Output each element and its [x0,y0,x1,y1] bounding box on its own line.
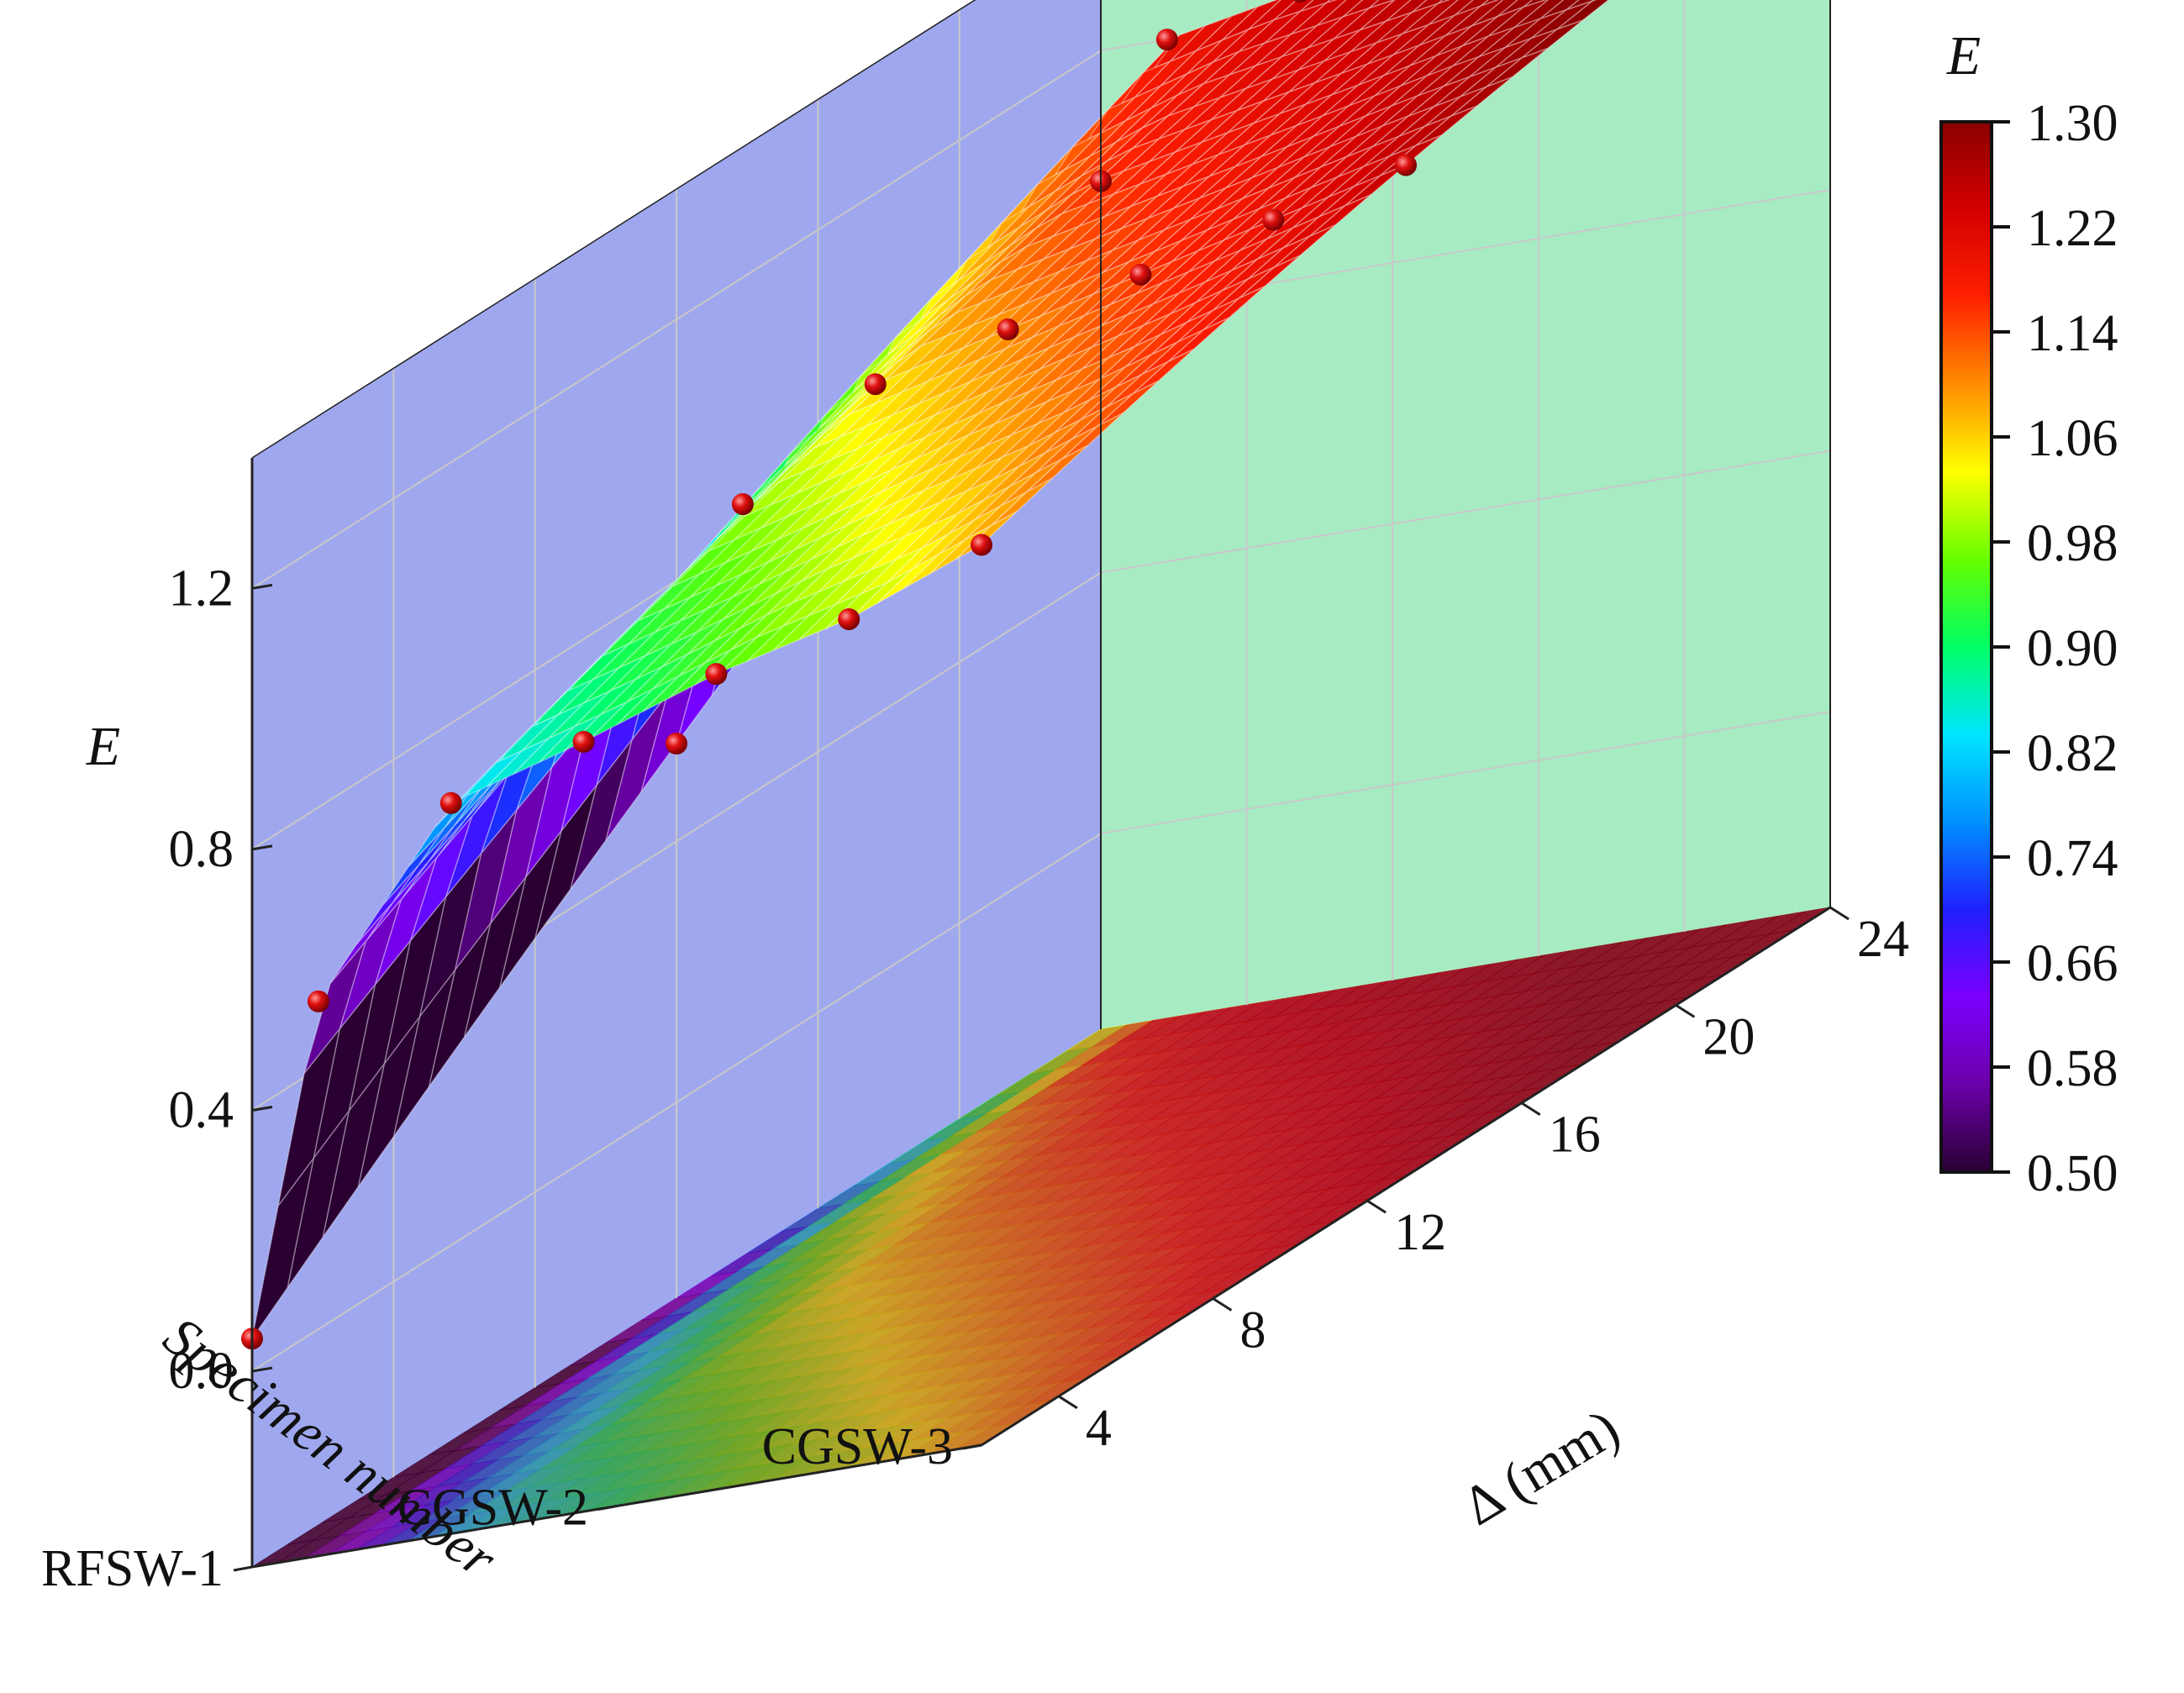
x-tick-label: 8 [1239,1301,1266,1359]
y-tick-mark [962,1443,982,1450]
z-tick-label: 0.0 [169,1343,234,1400]
z-tick-label: 1.2 [169,560,234,617]
colorbar-tick-label: 0.90 [2027,620,2118,677]
data-point [1395,154,1417,176]
colorbar-tick-label: 1.30 [2027,95,2118,152]
surface-cell [1480,0,1500,8]
back-wall-gridline [251,833,1102,1372]
colorbar-tick-label: 0.50 [2027,1145,2118,1202]
colorbar-ramp [1939,120,1993,1174]
surface-cell [876,554,939,604]
colorbar-tick-label: 1.22 [2027,200,2118,257]
surface-cell [1592,0,1597,3]
x-axis-title: Δ (mm) [1453,1397,1630,1538]
data-markers [241,0,1417,1350]
colorbar-tick-label: 0.74 [2027,830,2118,887]
z-tick-mark [251,1105,273,1112]
x-tick-label: 16 [1549,1107,1601,1164]
x-tick-mark [1212,1297,1233,1312]
data-point [997,318,1019,341]
data-point [666,733,687,754]
surface-cell [850,568,913,619]
x-axis: 4 8 12 16 20 24 [1058,906,1909,1457]
y-tick-label: CGSW-2 [397,1480,588,1537]
x-tick-mark [1520,1102,1541,1116]
data-point [864,373,887,396]
y-tick-mark [233,1565,253,1572]
colorbar-tick-label: 0.66 [2027,935,2118,992]
data-point [572,730,595,753]
surface-cell [642,662,705,712]
frame-edge [251,0,976,459]
x-tick-label: 24 [1857,911,1909,968]
surface-cell [798,593,861,641]
data-point [731,493,754,516]
colorbar-tick-label: 0.58 [2027,1040,2118,1097]
side-wall-gridline [1100,450,1831,574]
x-tick-mark [1829,906,1850,921]
x-tick-mark [1675,1004,1696,1018]
colorbar-tick-label: 0.82 [2027,725,2118,782]
x-tick-mark [1366,1199,1387,1214]
surface-cell [303,941,366,1075]
x-tick-mark [1058,1395,1078,1410]
z-tick-label: 0.8 [169,821,234,878]
colorbar-tick-label: 1.14 [2027,305,2118,362]
data-point [838,607,860,630]
floor-projection [251,907,1831,1568]
y-tick-label: RFSW-1 [41,1540,224,1597]
back-wall-gridline [251,50,1102,590]
z-axis-title: E [86,716,120,777]
surface-cell [1368,0,1396,9]
z-tick-mark [251,583,273,590]
surface-cell [251,1158,314,1339]
z-tick-mark [251,1366,273,1373]
y-tick-label: CGSW-3 [762,1418,953,1475]
data-point [439,791,462,814]
colorbar-tick-label: 0.98 [2027,515,2118,572]
surface-cell [1523,0,1548,8]
surface-cell [903,539,966,590]
colorbar-title: E [1946,25,1981,87]
frame-edge [981,906,1831,1447]
x-tick-label: 4 [1086,1400,1112,1457]
x-tick-label: 20 [1702,1008,1755,1065]
data-point [1155,29,1178,51]
side-wall-gridline [1100,711,1831,835]
surface-cell [277,1028,340,1207]
z-tick-mark [251,844,273,851]
data-point [971,534,992,556]
colorbar: 0.50 0.58 0.66 0.74 0.82 0.90 0.98 1.06 1.14 1.22… [1939,95,2118,1202]
data-point [705,663,728,686]
y-axis: RFSW-1 CGSW-2 CGSW-3 [41,1418,982,1597]
y-tick-mark [597,1505,618,1511]
data-point [1292,0,1307,3]
floor-shade [252,907,1830,1567]
back-frame [251,0,1831,1478]
front-frame [250,0,1831,1569]
x-tick-label: 12 [1394,1204,1446,1261]
surface-cell [1437,0,1451,5]
data-point [1129,263,1152,286]
data-point [307,990,329,1012]
z-tick-label: 0.4 [169,1081,234,1138]
data-point [1262,208,1285,231]
z-axis: 0.0 0.4 0.8 1.2 [169,560,273,1400]
colorbar-tick-label: 1.06 [2027,410,2118,467]
surface-cell [1325,0,1338,4]
